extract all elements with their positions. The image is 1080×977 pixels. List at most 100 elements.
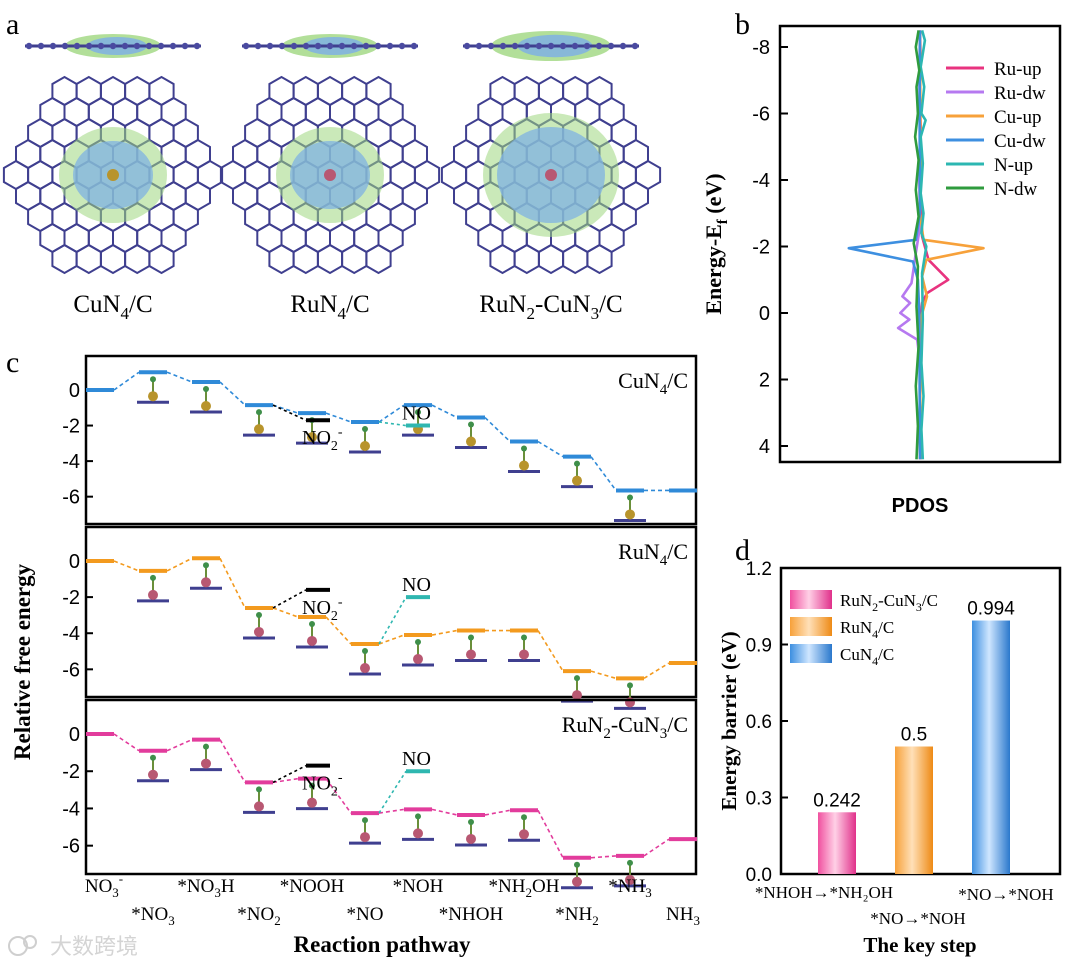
level-connector bbox=[378, 808, 405, 814]
diagram-title: RuN2-CuN3/C bbox=[562, 712, 688, 742]
legend-label: RuN4/C bbox=[840, 618, 894, 641]
glyph-metal bbox=[307, 635, 317, 646]
glyph-atom bbox=[415, 639, 421, 646]
watermark-logo-dot bbox=[23, 935, 37, 949]
glyph-atom bbox=[203, 386, 209, 392]
slab-atom bbox=[181, 42, 189, 50]
pdos-tick-label: -4 bbox=[752, 170, 770, 192]
panel-label-b: b bbox=[735, 8, 750, 41]
diagram-frame bbox=[84, 354, 698, 526]
diagram-tick-label: 0 bbox=[69, 380, 80, 402]
lattice-hex bbox=[316, 243, 344, 275]
side-view-0 bbox=[25, 34, 201, 58]
glyph-atom bbox=[521, 445, 527, 452]
panel-c: c 0 -2 -4 -6 NO2- NO CuN4/C 0 -2 -4 -6 NO2- NO RuN4/C… bbox=[6, 346, 700, 957]
slab-atom bbox=[302, 42, 310, 50]
legend-label: Ru-dw bbox=[994, 83, 1046, 104]
slab-atom bbox=[547, 42, 555, 50]
level-connector bbox=[272, 777, 299, 784]
watermark: 大数跨境 bbox=[8, 934, 138, 959]
glyph-metal bbox=[625, 874, 635, 885]
lattice-hex bbox=[268, 243, 295, 275]
pdos-y-axis: -8 -6 -4 -2 0 2 4 bbox=[752, 37, 788, 458]
diagram-1: 0 -2 -4 -6 NO2- NO RuN4/C bbox=[62, 525, 698, 710]
barrier-x-label: The key step bbox=[863, 933, 976, 957]
level-connector bbox=[219, 381, 246, 406]
slab-atom bbox=[499, 42, 507, 50]
slab-atom bbox=[145, 42, 153, 50]
barrier-tick-label: 0.9 bbox=[746, 636, 772, 657]
level-connector bbox=[113, 560, 140, 572]
glyph-metal bbox=[519, 829, 529, 840]
adsorbate-glyph bbox=[190, 562, 222, 590]
barrier-value-label: 0.5 bbox=[901, 725, 927, 746]
glyph-atom bbox=[627, 859, 633, 866]
structure-label-cun4: CuN4/C bbox=[73, 291, 152, 323]
level-connector bbox=[219, 739, 246, 783]
diagram-tick-label: -6 bbox=[62, 487, 80, 509]
level-connector bbox=[590, 855, 617, 859]
legend-label: Ru-up bbox=[994, 59, 1042, 80]
barrier-legend: RuN2-CuN3/C RuN4/C CuN4/C bbox=[790, 590, 938, 668]
slab-atom bbox=[49, 42, 57, 50]
level-connector bbox=[325, 778, 352, 814]
slab-atom bbox=[619, 42, 627, 50]
watermark-text: 大数跨境 bbox=[50, 934, 138, 959]
glyph-metal bbox=[360, 832, 370, 843]
glyph-atom bbox=[521, 634, 527, 641]
slab-atom bbox=[37, 42, 45, 50]
level-connector bbox=[166, 738, 193, 752]
glyph-metal bbox=[519, 460, 529, 471]
barrier-y-axis: 0.0 0.3 0.6 0.9 1.2 bbox=[746, 559, 788, 886]
adsorbate-glyph bbox=[561, 460, 593, 489]
legend-label: Cu-dw bbox=[994, 131, 1046, 152]
slab-atom bbox=[25, 42, 33, 50]
adsorbate-glyph bbox=[455, 818, 487, 847]
slab-atom bbox=[463, 42, 471, 50]
glyph-metal bbox=[201, 401, 211, 411]
metal-atom bbox=[107, 169, 119, 181]
slab-atom bbox=[410, 42, 418, 50]
top-view-2 bbox=[440, 75, 662, 275]
barrier-category-label: *NO→*NOH bbox=[870, 909, 965, 928]
adsorbate-glyph bbox=[561, 861, 593, 890]
barrier-y-label: Energy barrier (eV) bbox=[717, 631, 741, 810]
pdos-series-n-dw bbox=[912, 30, 921, 460]
slab-atom bbox=[73, 42, 81, 50]
step-label: *NO3H bbox=[177, 876, 234, 900]
glyph-metal bbox=[254, 801, 264, 812]
slab-atom bbox=[61, 42, 69, 50]
barrier-tick-label: 0.6 bbox=[746, 712, 772, 733]
glyph-atom bbox=[362, 817, 368, 824]
slab-atom bbox=[314, 42, 322, 50]
diagram-frame bbox=[84, 525, 698, 699]
branch-label: NO2- bbox=[302, 595, 343, 624]
diagram-title: RuN4/C bbox=[618, 539, 688, 569]
diagram-title: CuN4/C bbox=[618, 368, 688, 398]
barrier-value-label: 0.242 bbox=[813, 790, 861, 811]
adsorbate-glyph bbox=[455, 421, 487, 450]
pdos-tick-label: -6 bbox=[752, 104, 770, 126]
slab-atom bbox=[595, 42, 603, 50]
pdos-tick-label: -8 bbox=[752, 37, 770, 59]
slab-atom bbox=[193, 42, 201, 50]
slab-atom bbox=[338, 42, 346, 50]
slab-atom bbox=[487, 42, 495, 50]
level-connector bbox=[590, 456, 617, 491]
glyph-atom bbox=[574, 675, 580, 682]
pdos-tick-label: 0 bbox=[759, 303, 770, 325]
metal-atom bbox=[324, 169, 336, 181]
glyph-metal bbox=[572, 475, 582, 486]
pdos-tick-label: -2 bbox=[752, 237, 770, 259]
branch-connector bbox=[378, 421, 407, 427]
slab-atom bbox=[85, 42, 93, 50]
structure-images bbox=[2, 31, 662, 275]
adsorbate-glyph bbox=[402, 813, 434, 841]
lattice-hex bbox=[513, 243, 540, 275]
barrier-bars: 0.242 0.5 0.994 bbox=[813, 599, 1015, 874]
level-connector bbox=[378, 634, 405, 645]
adsorbate-glyph bbox=[243, 611, 275, 640]
lattice-hex bbox=[124, 243, 151, 275]
panel-label-a: a bbox=[6, 8, 19, 41]
branch-connector bbox=[378, 596, 407, 645]
